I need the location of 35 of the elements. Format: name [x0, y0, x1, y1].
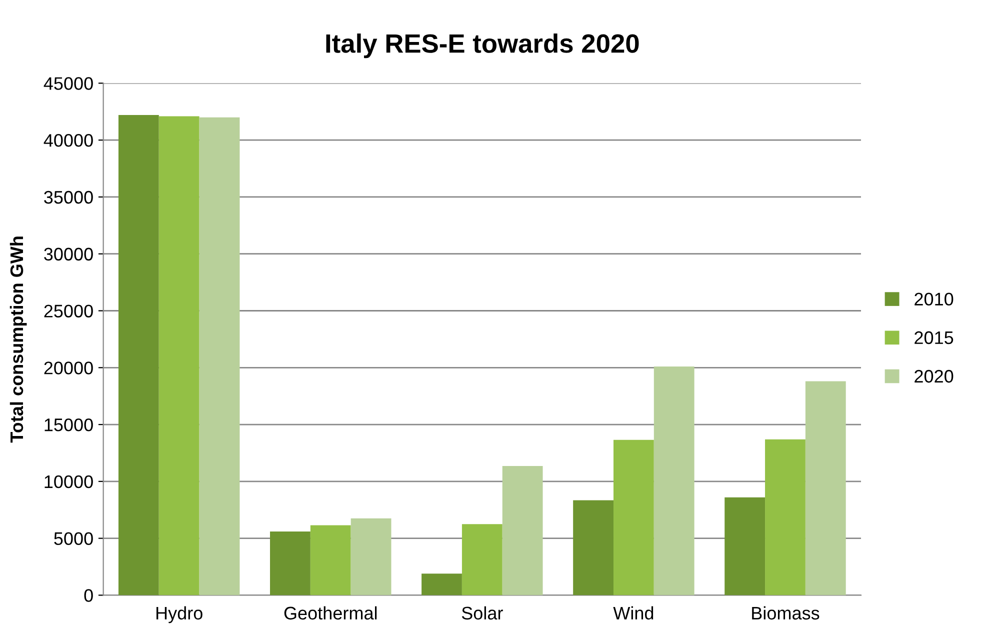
- bar: [724, 497, 766, 596]
- chart-title: Italy RES-E towards 2020: [326, 34, 639, 58]
- legend-label: 2020: [914, 370, 954, 383]
- y-axis-title: Total consumption GWh: [10, 236, 27, 443]
- bar: [422, 574, 462, 596]
- x-tick-label: Wind: [613, 606, 654, 620]
- y-tick-label: 5000: [54, 532, 93, 546]
- y-tick-label: 20000: [44, 362, 93, 374]
- bar: [805, 381, 846, 596]
- bar: [350, 518, 392, 596]
- x-tick-label: Solar: [462, 606, 503, 620]
- y-tick-label: 10000: [44, 475, 93, 488]
- bar: [765, 439, 806, 596]
- bar: [310, 525, 351, 596]
- y-tick-label: 40000: [44, 134, 93, 147]
- bar: [654, 366, 694, 596]
- bar: [270, 531, 310, 596]
- bar: [613, 440, 654, 596]
- bar: [573, 500, 614, 596]
- y-tick-label: 0: [84, 589, 93, 602]
- bar: [199, 117, 240, 596]
- x-tick-label: Hydro: [156, 606, 202, 624]
- x-tick-label: Biomass: [752, 606, 820, 620]
- y-tick-label: 30000: [44, 248, 93, 261]
- legend-label: 2015: [914, 331, 954, 344]
- bar: [158, 116, 200, 596]
- legend-label: 2010: [914, 292, 954, 306]
- bar: [462, 524, 502, 596]
- bar: [118, 115, 159, 596]
- y-tick-label: 35000: [44, 190, 93, 204]
- bar: [502, 466, 543, 596]
- x-tick-label: Geothermal: [284, 606, 377, 620]
- y-tick-label: 15000: [44, 418, 93, 432]
- y-tick-label: 45000: [44, 77, 93, 90]
- y-tick-label: 25000: [44, 304, 93, 318]
